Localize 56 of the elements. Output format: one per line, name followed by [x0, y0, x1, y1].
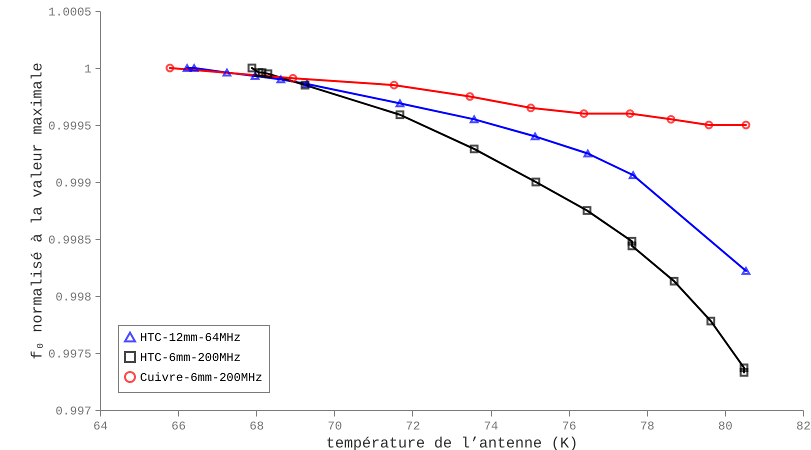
point	[250, 72, 260, 80]
point	[580, 109, 588, 118]
point	[390, 80, 398, 90]
point	[526, 104, 536, 112]
x-tick-label: 80	[718, 420, 733, 434]
y-tick-label: 1.0005	[48, 6, 92, 20]
x-tick-label: 78	[640, 420, 654, 434]
point	[258, 68, 266, 77]
point	[666, 114, 676, 124]
point	[396, 110, 404, 120]
point	[300, 80, 310, 90]
point	[706, 316, 716, 326]
x-tick-label: 68	[250, 420, 264, 434]
x-tick-label: 66	[171, 420, 186, 434]
y-tick-label: 1	[84, 62, 92, 76]
point	[248, 64, 256, 72]
x-tick-label: 64	[93, 420, 108, 434]
y-tick-label: 0.999	[55, 176, 92, 190]
point	[628, 241, 636, 250]
point	[470, 115, 479, 124]
point	[222, 68, 232, 76]
point	[466, 92, 474, 101]
point	[264, 69, 272, 78]
y-tick-label: 0.9995	[48, 120, 92, 134]
point	[190, 64, 198, 72]
point	[276, 75, 286, 84]
y-tick-label: 0.998	[55, 290, 92, 304]
x-tick-label: 76	[562, 420, 576, 434]
point	[742, 267, 750, 275]
x-tick-label: 74	[484, 420, 498, 434]
y-axis-title: f₀ normalisé à la valeur maximale	[29, 62, 46, 360]
point	[626, 109, 634, 118]
point	[582, 206, 592, 215]
point	[470, 144, 479, 154]
y-tick-label: 0.997	[55, 404, 92, 418]
point	[670, 276, 678, 286]
point	[740, 363, 748, 372]
point	[254, 68, 264, 77]
y-tick-label: 0.9985	[48, 234, 92, 248]
point	[740, 368, 748, 377]
point	[704, 120, 714, 130]
x-tick-label: 82	[796, 420, 811, 434]
x-tick-label: 70	[328, 420, 342, 434]
x-tick-label: 72	[406, 420, 420, 434]
point	[583, 150, 592, 158]
legend-label: HTC-6mm-200MHz	[140, 351, 241, 365]
legend-label: HTC-12mm-64MHz	[140, 331, 241, 345]
point	[288, 74, 298, 83]
y-tick-label: 0.9975	[48, 348, 92, 362]
legend-label: Cuivre-6mm-200MHz	[140, 371, 262, 385]
point	[628, 171, 638, 180]
point	[396, 99, 404, 108]
point	[530, 132, 540, 140]
point	[532, 178, 540, 186]
point	[628, 236, 636, 246]
point	[182, 64, 192, 72]
